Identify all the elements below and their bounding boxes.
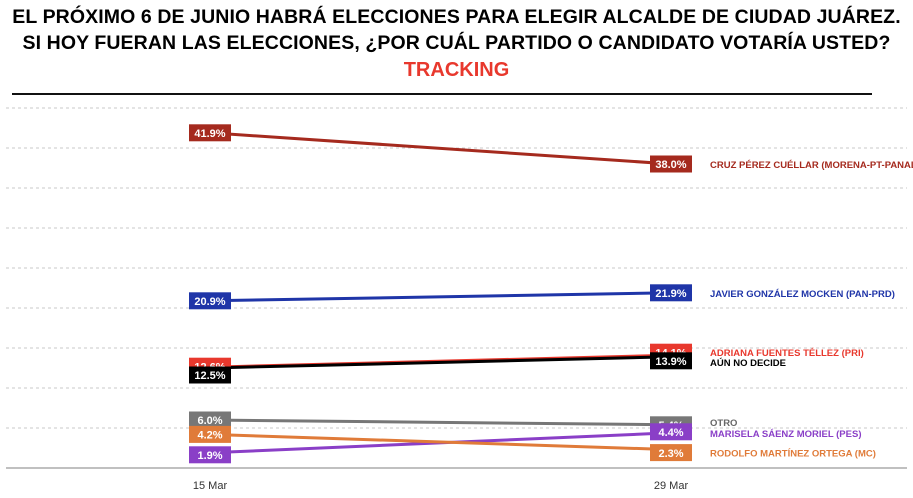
- series-line: [209, 131, 672, 166]
- data-label-box: [650, 352, 692, 370]
- x-tick-label: 29 Mar: [654, 480, 689, 492]
- data-label-box: [189, 446, 231, 464]
- data-label-box: [189, 411, 231, 429]
- series-line: [209, 432, 672, 452]
- chart-title-block: EL PRÓXIMO 6 DE JUNIO HABRÁ ELECCIONES P…: [0, 4, 913, 83]
- data-label-box: [189, 124, 231, 142]
- data-label: 4.4%: [658, 427, 683, 439]
- series-name-label: RODOLFO MARTÍNEZ ORTEGA (MC): [710, 449, 876, 460]
- data-label: 2.3%: [658, 448, 683, 460]
- data-label: 12.5%: [194, 370, 225, 382]
- data-label-box: [189, 366, 231, 384]
- series-line: [209, 291, 672, 303]
- x-tick-label: 15 Mar: [193, 480, 228, 492]
- data-label-box: [650, 423, 692, 441]
- series-name-label: AÚN NO DECIDE: [710, 357, 786, 369]
- series-name-label: JAVIER GONZÁLEZ MOCKEN (PAN-PRD): [710, 289, 895, 300]
- data-label-box: [189, 292, 231, 310]
- series-name-label: ADRIANA FUENTES TÉLLEZ (PRI): [710, 348, 864, 359]
- data-label: 20.9%: [194, 296, 225, 308]
- series-line: [209, 418, 672, 427]
- series-name-label: OTRO: [710, 418, 737, 429]
- data-label: 38.0%: [655, 159, 686, 171]
- chart-title-line-2: SI HOY FUERAN LAS ELECCIONES, ¿POR CUÁL …: [22, 32, 891, 54]
- chart-title-line-1: EL PRÓXIMO 6 DE JUNIO HABRÁ ELECCIONES P…: [12, 6, 901, 28]
- data-label: 41.9%: [194, 128, 225, 140]
- data-label-box: [650, 155, 692, 173]
- data-label: 4.2%: [197, 430, 222, 442]
- chart-subtitle: TRACKING: [403, 59, 510, 81]
- data-label: 1.9%: [197, 450, 222, 462]
- data-label: 13.9%: [655, 356, 686, 368]
- data-label-box: [650, 444, 692, 462]
- series-line: [209, 355, 672, 370]
- data-label-box: [189, 425, 231, 443]
- title-divider: [12, 93, 872, 95]
- data-label: 21.9%: [655, 288, 686, 300]
- series-name-label: CRUZ PÉREZ CUÉLLAR (MORENA-PT-PANAL): [710, 160, 913, 171]
- series-name-label: MARISELA SÁENZ MORIEL (PES): [710, 429, 861, 440]
- data-label-box: [650, 284, 692, 302]
- data-label: 6.0%: [197, 415, 222, 427]
